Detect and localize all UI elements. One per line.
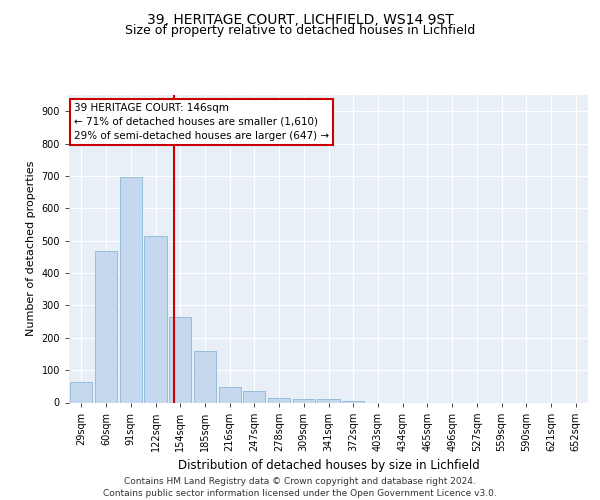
Text: Contains HM Land Registry data © Crown copyright and database right 2024.
Contai: Contains HM Land Registry data © Crown c… (103, 476, 497, 498)
Bar (95, 251, 117, 402)
Bar (317, 400, 340, 402)
Text: 39 HERITAGE COURT: 146sqm
← 71% of detached houses are smaller (1,610)
29% of se: 39 HERITAGE COURT: 146sqm ← 71% of detac… (74, 102, 329, 141)
X-axis label: Distribution of detached houses by size in Lichfield: Distribution of detached houses by size … (178, 460, 479, 472)
Text: 39, HERITAGE COURT, LICHFIELD, WS14 9ST: 39, HERITAGE COURT, LICHFIELD, WS14 9ST (146, 12, 454, 26)
Bar (243, 392, 265, 402)
Bar (70, 382, 92, 402)
Bar (268, 398, 290, 402)
Bar (293, 400, 315, 402)
Y-axis label: Number of detached properties: Number of detached properties (26, 161, 36, 336)
Bar (218, 387, 241, 402)
Bar (169, 316, 191, 402)
Bar (194, 350, 216, 403)
Text: Size of property relative to detached houses in Lichfield: Size of property relative to detached ho… (125, 24, 475, 37)
Bar (145, 236, 167, 402)
Bar (119, 177, 142, 402)
Bar (342, 401, 364, 402)
